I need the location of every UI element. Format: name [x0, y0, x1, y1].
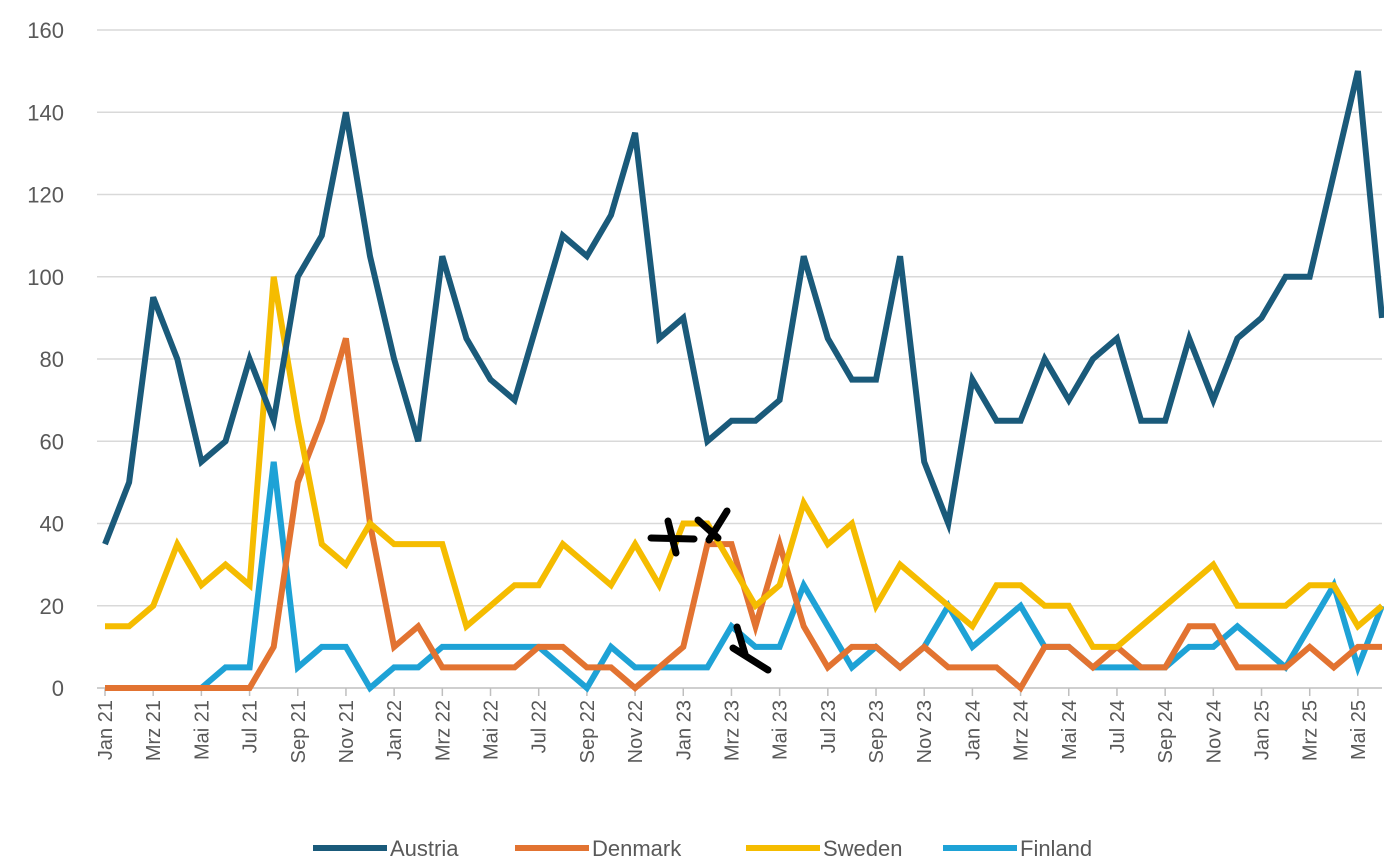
x-tick-label: Jul 23	[818, 700, 840, 753]
y-tick-label: 160	[27, 18, 64, 43]
x-tick-label: Mrz 25	[1300, 700, 1322, 761]
x-tick-label: Jul 24	[1107, 700, 1129, 753]
y-tick-label: 120	[27, 183, 64, 208]
x-tick-label: Mrz 24	[1011, 700, 1033, 761]
x-tick-label: Mai 21	[191, 700, 213, 760]
x-tick-label: Mrz 22	[432, 700, 454, 761]
x-tick-label: Jul 21	[240, 700, 262, 753]
x-tick-label: Jan 22	[384, 700, 406, 760]
x-tick-label: Sep 23	[866, 700, 888, 763]
legend-label-denmark: Denmark	[592, 836, 682, 859]
x-tick-label: Sep 21	[288, 700, 310, 763]
hand-drawn-x-mark	[647, 517, 698, 557]
x-tick-label: Jan 24	[962, 700, 984, 760]
y-tick-label: 20	[40, 594, 64, 619]
x-tick-label: Nov 22	[625, 700, 647, 763]
series-line-austria	[102, 70, 1384, 546]
y-tick-label: 80	[40, 347, 64, 372]
y-tick-label: 0	[52, 676, 64, 701]
y-tick-label: 100	[27, 265, 64, 290]
legend-label-austria: Austria	[390, 836, 459, 859]
x-tick-label: Sep 24	[1155, 700, 1177, 763]
y-axis-ticks: 0 20 40 60 80 100 120 140 160	[27, 18, 64, 701]
hand-drawn-x-mark	[729, 623, 772, 674]
series-lines	[102, 70, 1384, 693]
x-tick-label: Mai 24	[1059, 700, 1081, 760]
x-tick-label: Nov 24	[1203, 700, 1225, 763]
x-tick-label: Nov 23	[914, 700, 936, 763]
series-line-sweden	[105, 276, 1384, 650]
y-tick-label: 140	[27, 100, 64, 125]
legend-label-sweden: Sweden	[823, 836, 903, 859]
x-tick-label: Mai 22	[481, 700, 503, 760]
x-tick-label: Jan 21	[95, 700, 117, 760]
y-tick-label: 40	[40, 512, 64, 537]
hand-drawn-x-mark	[694, 507, 731, 544]
x-tick-label: Jul 22	[529, 700, 551, 753]
x-axis-ticks: Jan 21 Mrz 21 Mai 21 Jul 21 Sep 21 Nov 21 Jan …	[95, 688, 1370, 763]
x-tick-label: Jan 23	[673, 700, 695, 760]
x-tick-label: Mai 23	[770, 700, 792, 760]
x-tick-label: Jan 25	[1252, 700, 1274, 760]
y-tick-label: 60	[40, 429, 64, 454]
handwritten-marks	[647, 507, 772, 674]
x-tick-label: Mai 25	[1348, 700, 1370, 760]
legend-label-finland: Finland	[1020, 836, 1092, 859]
legend: Austria Denmark Sweden Finland	[313, 836, 1092, 859]
x-tick-label: Mrz 23	[721, 700, 743, 761]
x-tick-label: Nov 21	[336, 700, 358, 763]
x-tick-label: Mrz 21	[143, 700, 165, 761]
x-tick-label: Sep 22	[577, 700, 599, 763]
